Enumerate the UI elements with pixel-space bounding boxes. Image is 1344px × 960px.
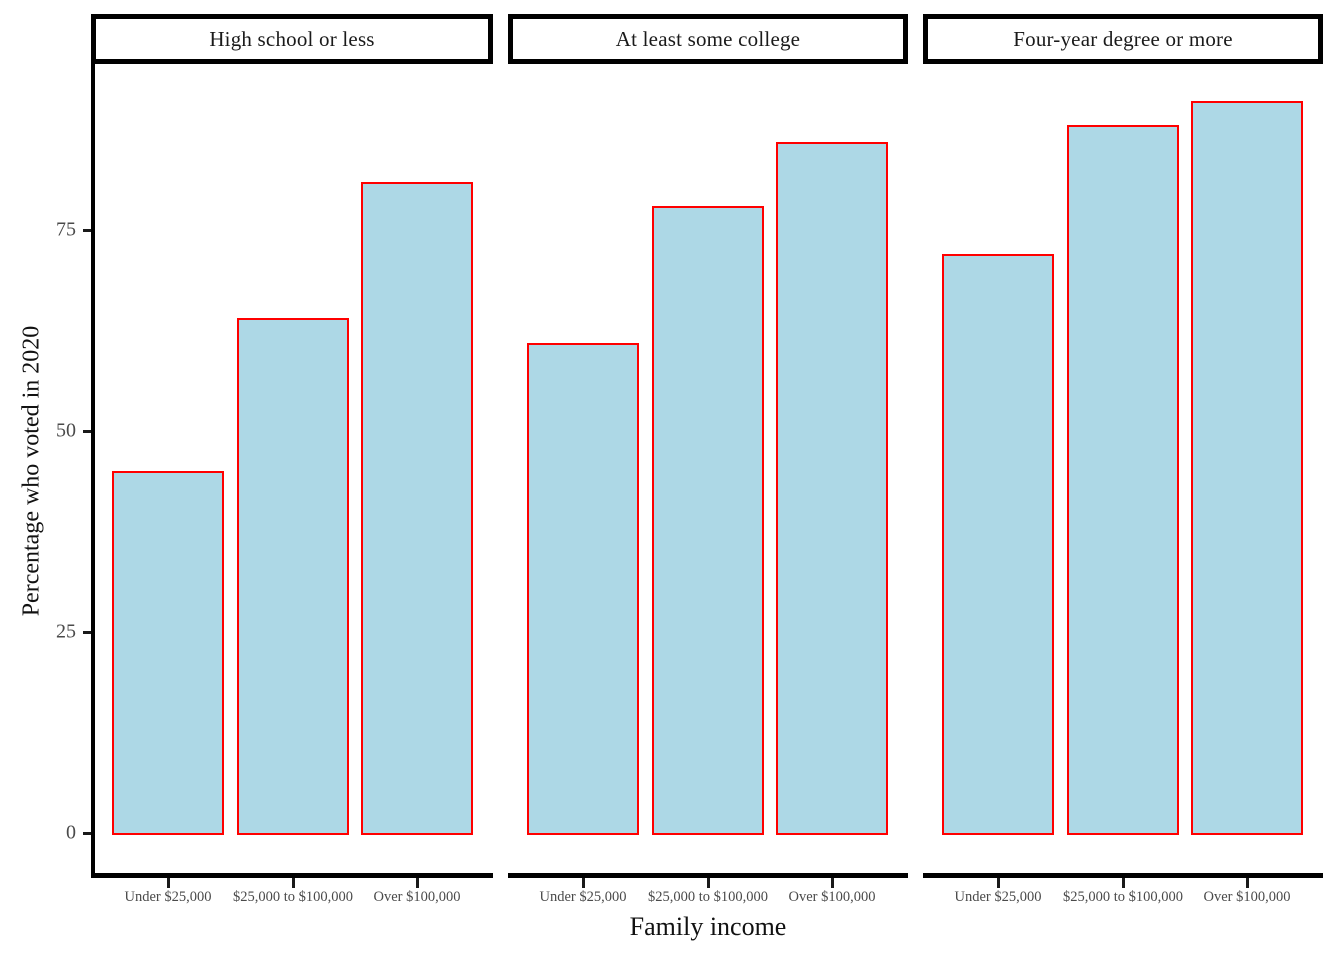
x-axis-line (91, 873, 493, 878)
facet-strip-label: High school or less (209, 26, 375, 51)
bar (237, 318, 349, 835)
x-tick-mark (582, 878, 585, 888)
facet-strip-label: At least some college (615, 26, 801, 51)
facet-strip-label: Four-year degree or more (1013, 26, 1233, 51)
x-tick-mark (416, 878, 419, 888)
bar (776, 141, 888, 835)
x-tick-mark (292, 878, 295, 888)
x-tick-mark (1122, 878, 1125, 888)
bar (1067, 125, 1179, 835)
x-tick-label: Under $25,000 (954, 889, 1042, 905)
y-axis-title: Percentage who voted in 2020 (18, 325, 45, 617)
y-axis-line (91, 64, 95, 878)
x-tick-label: Over $100,000 (788, 889, 876, 905)
x-axis-title: Family income (629, 912, 787, 941)
y-tick-label: 0 (66, 821, 76, 844)
x-axis-line (508, 873, 908, 878)
y-tick-mark (83, 631, 91, 634)
y-tick-mark (83, 430, 91, 433)
bar (361, 181, 473, 835)
bar (1191, 101, 1303, 835)
x-tick-label: Over $100,000 (1203, 889, 1291, 905)
bar (527, 342, 639, 835)
facet-strip: Four-year degree or more (923, 14, 1323, 64)
x-tick-label: Under $25,000 (124, 889, 212, 905)
bar (942, 254, 1054, 835)
bar (652, 205, 764, 835)
y-tick-label: 50 (56, 419, 76, 442)
x-tick-mark (167, 878, 170, 888)
y-tick-mark (83, 832, 91, 835)
facet-strip: High school or less (91, 14, 493, 64)
x-tick-label: Under $25,000 (539, 889, 627, 905)
x-tick-label: Over $100,000 (373, 889, 461, 905)
x-tick-label: $25,000 to $100,000 (647, 889, 769, 905)
bar (112, 471, 224, 835)
x-tick-label: $25,000 to $100,000 (232, 889, 354, 905)
y-tick-mark (83, 229, 91, 232)
x-tick-mark (831, 878, 834, 888)
x-tick-mark (1246, 878, 1249, 888)
x-tick-mark (707, 878, 710, 888)
y-tick-label: 25 (56, 620, 76, 643)
x-axis-line (923, 873, 1323, 878)
x-tick-mark (997, 878, 1000, 888)
x-tick-label: $25,000 to $100,000 (1062, 889, 1184, 905)
y-tick-label: 75 (56, 218, 76, 241)
facet-strip: At least some college (508, 14, 908, 64)
